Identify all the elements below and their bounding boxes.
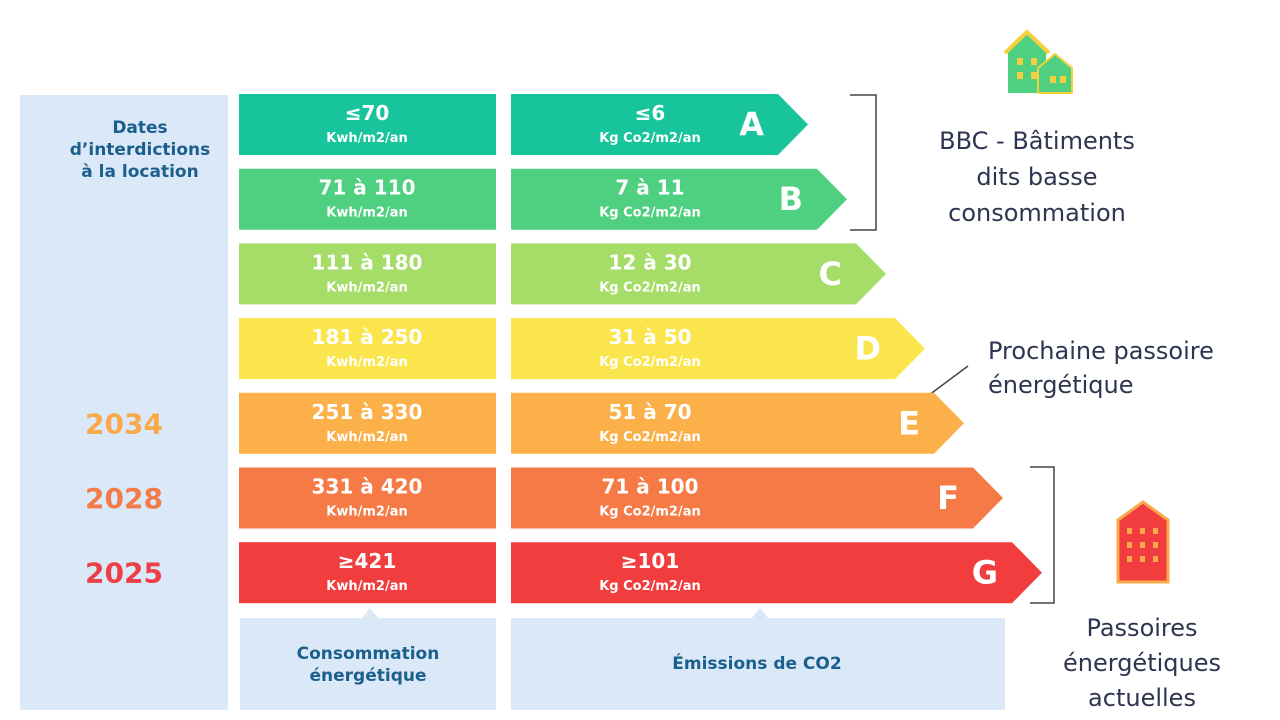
co2-value: 71 à 100	[601, 475, 698, 499]
notch	[752, 608, 768, 618]
energy-label: Consommation	[297, 644, 440, 664]
class-letter: F	[937, 479, 959, 517]
co2-panel	[511, 618, 1005, 710]
energy-value: 331 à 420	[312, 475, 423, 499]
energy-band	[239, 392, 496, 454]
next-label: énergétique	[988, 371, 1133, 399]
co2-value: ≤6	[635, 101, 666, 125]
energy-value: 251 à 330	[312, 400, 423, 424]
co2-arrow	[511, 467, 1003, 529]
current-label: actuelles	[1088, 684, 1196, 712]
bbc-label: BBC - Bâtiments	[939, 127, 1135, 155]
co2-value: ≥101	[621, 549, 680, 573]
dates-label: d’interdictions	[70, 140, 211, 160]
co2-arrow	[511, 168, 847, 230]
co2-unit: Kg Co2/m2/an	[599, 355, 701, 370]
co2-unit: Kg Co2/m2/an	[599, 206, 701, 221]
bbc-label: dits basse	[976, 163, 1097, 191]
energy-unit: Kwh/m2/an	[326, 280, 407, 295]
energy-value: ≥421	[338, 549, 397, 573]
bracket	[1030, 466, 1055, 604]
co2-value: 51 à 70	[608, 400, 691, 424]
co2-unit: Kg Co2/m2/an	[599, 505, 701, 520]
co2-value: 7 à 11	[615, 176, 684, 200]
co2-value: 31 à 50	[608, 325, 691, 349]
energy-label: énergétique	[310, 666, 427, 686]
next-label: Prochaine passoire	[988, 337, 1214, 365]
energy-unit: Kwh/m2/an	[326, 579, 407, 594]
co2-arrow	[511, 243, 886, 305]
class-letter: B	[779, 180, 803, 218]
bracket	[850, 94, 877, 231]
co2-unit: Kg Co2/m2/an	[599, 430, 701, 445]
energy-value: ≤70	[345, 101, 390, 125]
class-letter: G	[972, 554, 998, 592]
energy-unit: Kwh/m2/an	[326, 355, 407, 370]
co2-unit: Kg Co2/m2/an	[599, 579, 701, 594]
class-letter: A	[739, 106, 764, 144]
energy-band	[239, 318, 496, 380]
ban-year: 2028	[85, 482, 163, 515]
current-label: énergétiques	[1063, 649, 1221, 677]
notch	[362, 608, 378, 618]
co2-label: Émissions de CO2	[672, 652, 841, 674]
pointer-line	[924, 365, 969, 399]
energy-band	[239, 168, 496, 230]
energy-unit: Kwh/m2/an	[326, 206, 407, 221]
class-letter: C	[819, 255, 842, 293]
house-icon	[1003, 29, 1073, 94]
energy-band	[239, 94, 496, 155]
dates-label: à la location	[81, 162, 198, 182]
energy-value: 71 à 110	[318, 176, 415, 200]
energy-value: 181 à 250	[312, 325, 423, 349]
co2-arrow	[511, 94, 808, 155]
ban-year: 2034	[85, 407, 163, 440]
energy-band	[239, 243, 496, 305]
co2-arrow	[511, 392, 964, 454]
co2-arrow	[511, 542, 1042, 604]
energy-unit: Kwh/m2/an	[326, 505, 407, 520]
class-letter: E	[898, 404, 920, 442]
bbc-label: consommation	[948, 199, 1126, 227]
dates-label: Dates	[112, 118, 167, 138]
co2-arrow	[511, 318, 925, 380]
energy-value: 111 à 180	[312, 250, 423, 274]
ban-year: 2025	[85, 557, 163, 590]
energy-panel	[240, 618, 496, 710]
building-icon	[1116, 500, 1170, 584]
class-letter: D	[854, 330, 881, 368]
energy-band	[239, 467, 496, 529]
co2-unit: Kg Co2/m2/an	[599, 131, 701, 146]
current-label: Passoires	[1086, 614, 1197, 642]
dates-panel	[20, 95, 228, 710]
energy-unit: Kwh/m2/an	[326, 430, 407, 445]
co2-unit: Kg Co2/m2/an	[599, 280, 701, 295]
energy-unit: Kwh/m2/an	[326, 131, 407, 146]
co2-value: 12 à 30	[608, 250, 691, 274]
energy-band	[239, 542, 496, 604]
